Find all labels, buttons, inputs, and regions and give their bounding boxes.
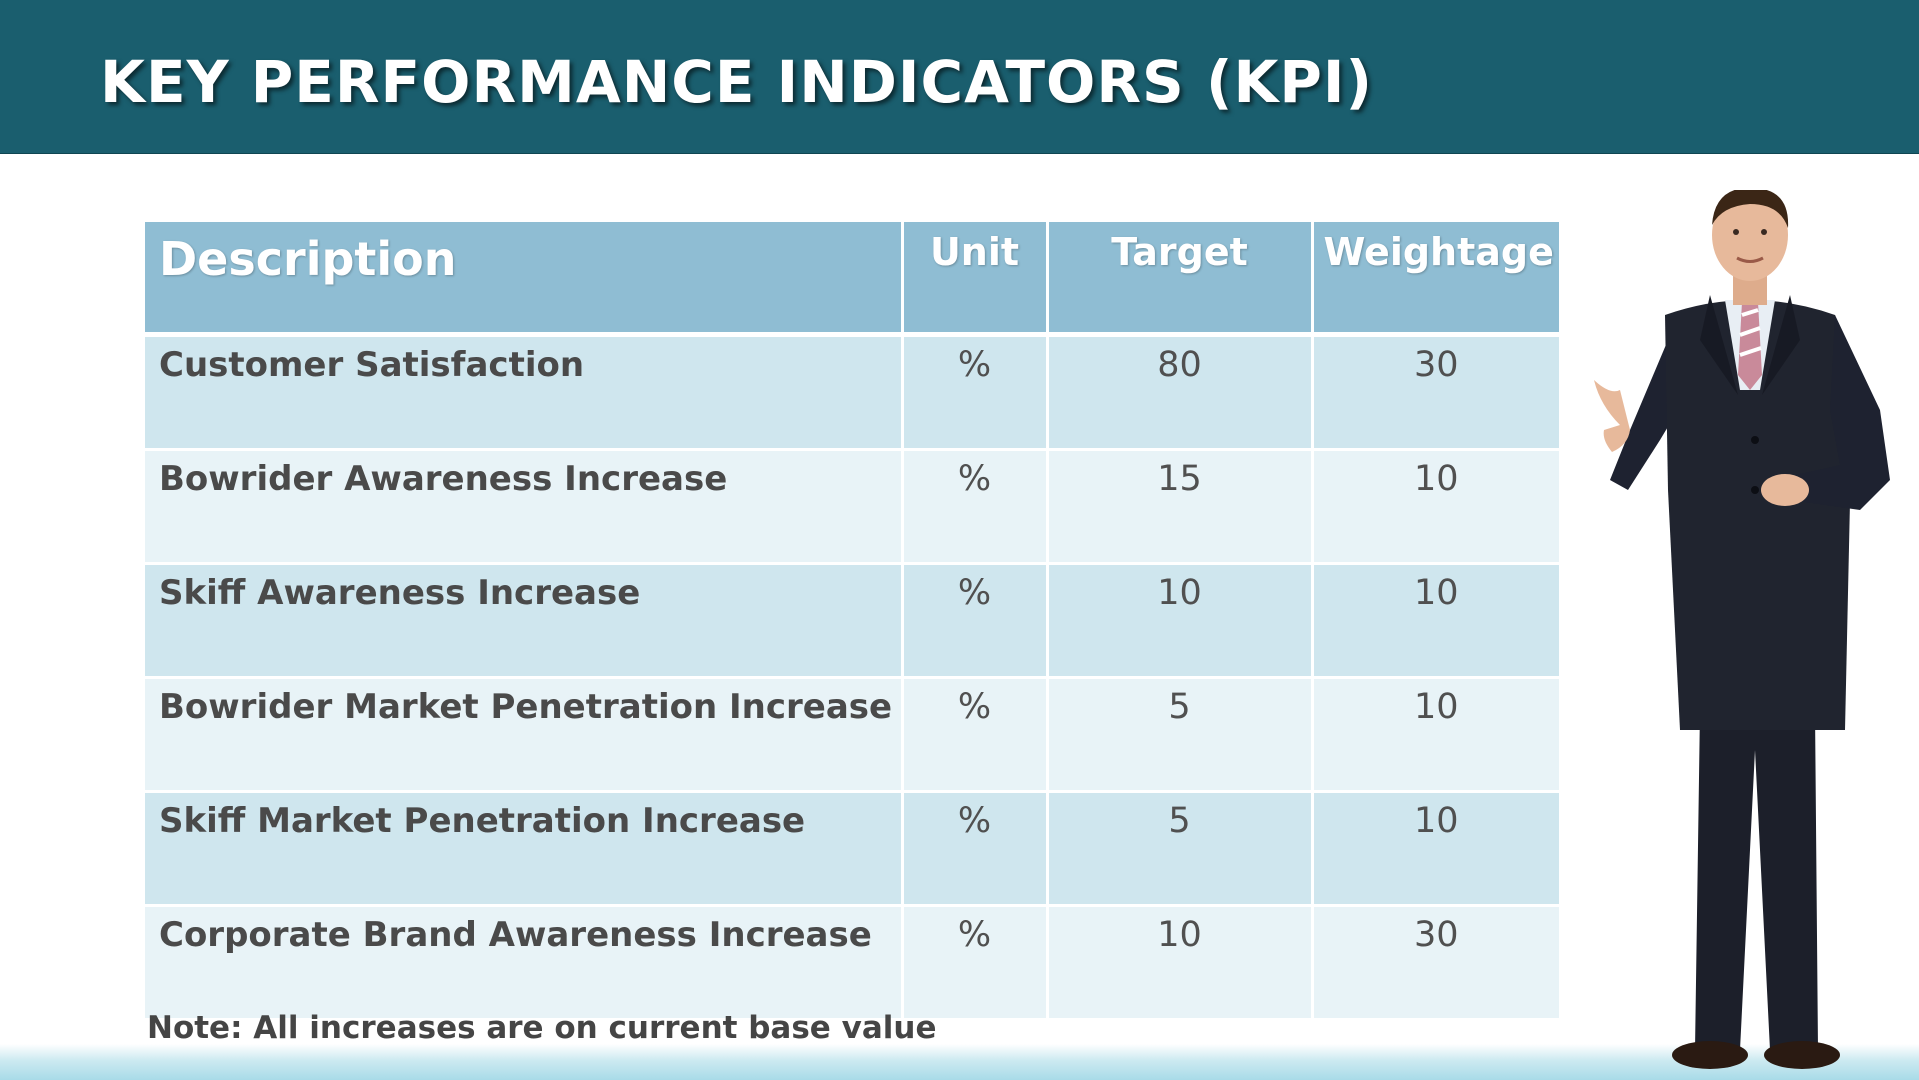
slide-note: Note: All increases are on current base …	[147, 1010, 937, 1046]
cell-target: 15	[1047, 449, 1314, 565]
cell-description: Skiff Awareness Increase	[145, 563, 904, 679]
cell-target: 5	[1047, 791, 1314, 907]
table-row: Bowrider Market Penetration Increase % 5…	[145, 677, 1559, 793]
slide-header-bar: KEY PERFORMANCE INDICATORS (KPI)	[0, 0, 1919, 154]
presenter-man-icon	[1594, 190, 1890, 1069]
table-header-row: Description Unit Target Weightage	[145, 222, 1559, 336]
cell-target: 5	[1047, 677, 1314, 793]
kpi-table: Description Unit Target Weightage Custom…	[145, 222, 1559, 1021]
cell-description: Skiff Market Penetration Increase	[145, 791, 904, 907]
header-unit: Unit	[902, 222, 1049, 336]
table-row: Corporate Brand Awareness Increase % 10 …	[145, 905, 1559, 1021]
header-weightage: Weightage	[1312, 222, 1559, 336]
cell-target: 80	[1047, 334, 1314, 451]
table-row: Skiff Market Penetration Increase % 5 10	[145, 791, 1559, 907]
cell-target: 10	[1047, 905, 1314, 1021]
cell-unit: %	[902, 677, 1049, 793]
cell-weightage: 10	[1312, 563, 1559, 679]
cell-unit: %	[902, 334, 1049, 451]
cell-weightage: 10	[1312, 791, 1559, 907]
cell-unit: %	[902, 905, 1049, 1021]
header-description: Description	[145, 222, 904, 336]
cell-unit: %	[902, 563, 1049, 679]
cell-weightage: 10	[1312, 449, 1559, 565]
cell-target: 10	[1047, 563, 1314, 679]
cell-weightage: 30	[1312, 905, 1559, 1021]
cell-description: Bowrider Awareness Increase	[145, 449, 904, 565]
cell-description: Bowrider Market Penetration Increase	[145, 677, 904, 793]
cell-description: Corporate Brand Awareness Increase	[145, 905, 904, 1021]
table-row: Customer Satisfaction % 80 30	[145, 334, 1559, 451]
cell-description: Customer Satisfaction	[145, 334, 904, 451]
cell-unit: %	[902, 791, 1049, 907]
table-row: Bowrider Awareness Increase % 15 10	[145, 449, 1559, 565]
bottom-gradient-band	[0, 1044, 1919, 1080]
header-target: Target	[1047, 222, 1314, 336]
table-row: Skiff Awareness Increase % 10 10	[145, 563, 1559, 679]
cell-weightage: 10	[1312, 677, 1559, 793]
cell-weightage: 30	[1312, 334, 1559, 451]
cell-unit: %	[902, 449, 1049, 565]
slide-title: KEY PERFORMANCE INDICATORS (KPI)	[100, 48, 1373, 116]
